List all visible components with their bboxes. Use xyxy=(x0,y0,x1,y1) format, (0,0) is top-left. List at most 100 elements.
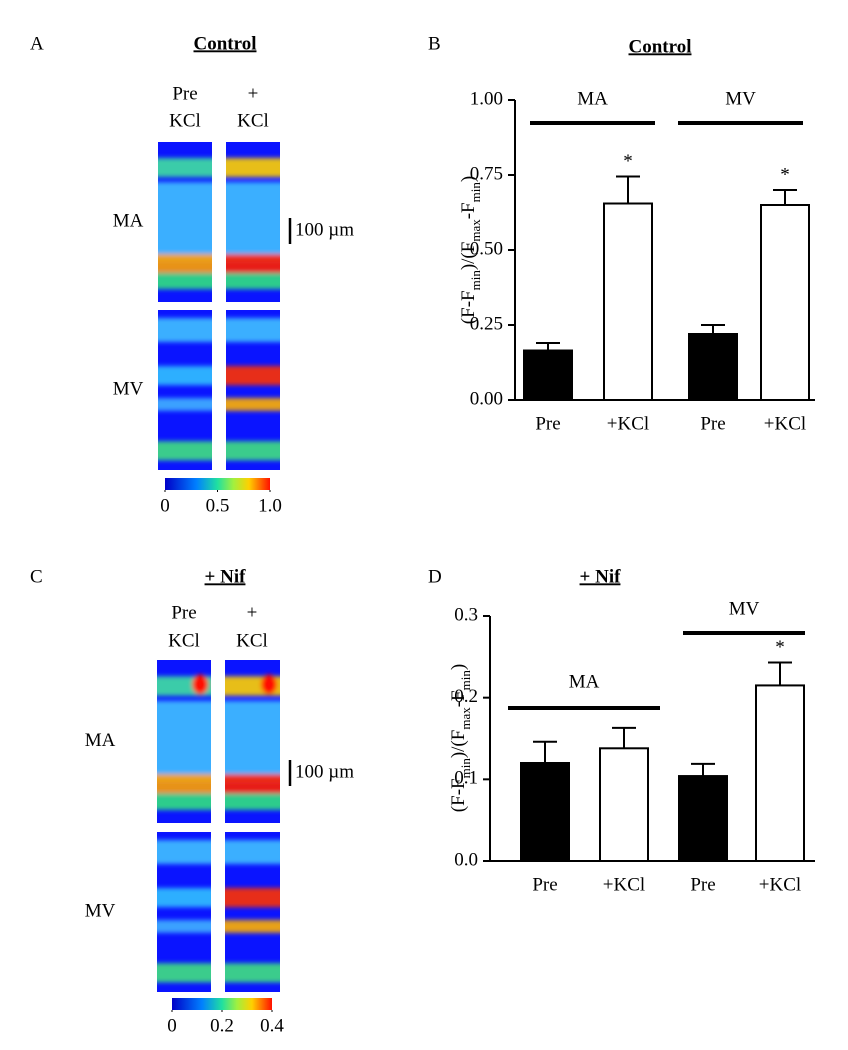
y-tick-label: 0.75 xyxy=(470,163,503,184)
column-label: KCl xyxy=(169,110,201,131)
scale-bar-label: 100 µm xyxy=(295,219,354,240)
bar xyxy=(755,684,805,863)
y-axis-label-part: min xyxy=(468,182,483,203)
y-tick-label: 0.3 xyxy=(454,604,478,625)
heatmap-spot xyxy=(192,674,209,695)
significance-marker: * xyxy=(623,151,633,172)
heatmap-band xyxy=(158,182,212,262)
heatmap-image xyxy=(226,142,280,302)
heatmap-band xyxy=(226,158,280,178)
column-label: KCl xyxy=(237,110,269,131)
panel-label: C xyxy=(30,566,43,587)
bar xyxy=(678,775,728,862)
x-tick-label: Pre xyxy=(532,874,557,895)
x-tick-label: +KCl xyxy=(764,413,806,434)
heatmap-band xyxy=(157,700,211,783)
x-tick-label: Pre xyxy=(535,413,560,434)
y-tick-label: 0.2 xyxy=(454,686,478,707)
heatmap-image xyxy=(158,142,212,302)
row-label: MA xyxy=(85,730,116,751)
heatmap-band xyxy=(158,398,212,411)
heatmap-band xyxy=(226,318,280,342)
y-axis-label-part: -F xyxy=(448,690,469,707)
x-tick-label: Pre xyxy=(690,874,715,895)
heatmap-image xyxy=(158,310,212,470)
y-axis-label-part: min xyxy=(458,758,473,779)
heatmap-band xyxy=(158,366,212,386)
column-label: KCl xyxy=(236,630,268,651)
heatmap-band xyxy=(157,774,211,794)
colorbar-tick-label: 0.4 xyxy=(260,1015,284,1036)
heatmap-bands xyxy=(225,840,280,983)
y-axis-label-part: (F-F xyxy=(448,778,469,812)
heatmap-bands xyxy=(157,674,211,810)
heatmap-bands xyxy=(226,318,280,461)
bar xyxy=(760,204,810,401)
heatmap-band xyxy=(225,700,280,783)
heatmap-band xyxy=(225,920,280,933)
y-axis-label-part: )/(F xyxy=(448,730,469,759)
colorbar-tick-label: 0 xyxy=(167,1015,177,1036)
heatmap-band xyxy=(226,254,280,274)
y-axis-label-part: min xyxy=(458,670,473,691)
heatmap-band xyxy=(226,273,280,290)
heatmap-band xyxy=(225,888,280,908)
heatmap-spot xyxy=(261,674,277,695)
heatmap-band xyxy=(225,793,280,810)
colorbar-tick-label: 0.5 xyxy=(206,495,230,516)
heatmap-bands xyxy=(158,318,212,461)
column-label: Pre xyxy=(172,83,197,104)
heatmap-image xyxy=(226,310,280,470)
heatmap-band xyxy=(157,888,211,908)
chart-title: + Nif xyxy=(580,566,622,587)
heatmap-band xyxy=(157,793,211,810)
bar xyxy=(599,747,649,862)
y-axis-label: (F-Fmin)/(Fmax-Fmin) xyxy=(458,176,483,324)
y-axis-label: (F-Fmin)/(Fmax-Fmin) xyxy=(448,664,473,812)
column-label: + xyxy=(248,83,259,104)
heatmap-band xyxy=(158,273,212,290)
heatmap-band xyxy=(226,182,280,262)
heatmap-band xyxy=(225,774,280,794)
y-tick-label: 0.0 xyxy=(454,849,478,870)
heatmap-bands xyxy=(157,840,211,983)
column-label: KCl xyxy=(168,630,200,651)
y-axis-label-part: ) xyxy=(458,176,479,182)
x-tick-label: +KCl xyxy=(607,413,649,434)
panel-label: B xyxy=(428,33,441,54)
row-label: MA xyxy=(113,210,144,231)
heatmap-bands xyxy=(226,158,280,290)
x-tick-label: +KCl xyxy=(603,874,645,895)
y-tick-label: 0.00 xyxy=(470,388,503,409)
heatmap-band xyxy=(158,158,212,178)
y-axis-label-part: max xyxy=(468,219,483,242)
heatmap-band xyxy=(158,318,212,342)
panel-title: Control xyxy=(194,33,257,54)
group-label: MV xyxy=(725,88,756,109)
heatmap-image xyxy=(157,660,211,823)
significance-marker: * xyxy=(780,164,790,185)
colorbar xyxy=(172,998,272,1010)
x-tick-label: Pre xyxy=(700,413,725,434)
bar xyxy=(523,349,573,401)
panel-label: A xyxy=(30,33,44,54)
row-label: MV xyxy=(85,900,116,921)
y-axis-label-part: ) xyxy=(448,664,469,670)
colorbar-tick-label: 1.0 xyxy=(258,495,282,516)
heatmap-band xyxy=(158,254,212,274)
colorbar-tick-label: 0.2 xyxy=(210,1015,234,1036)
chart-title: Control xyxy=(629,36,692,57)
group-label: MA xyxy=(569,671,600,692)
heatmap-bands xyxy=(158,158,212,290)
heatmap-band xyxy=(157,920,211,933)
heatmap-band xyxy=(225,963,280,983)
y-tick-label: 0.1 xyxy=(454,768,478,789)
heatmap-band xyxy=(226,398,280,411)
y-axis-label-part: -F xyxy=(458,202,479,219)
bar xyxy=(520,762,570,862)
colorbar-tick-label: 0 xyxy=(160,495,170,516)
heatmap-image xyxy=(225,832,280,992)
x-tick-label: +KCl xyxy=(759,874,801,895)
heatmap-band xyxy=(157,963,211,983)
